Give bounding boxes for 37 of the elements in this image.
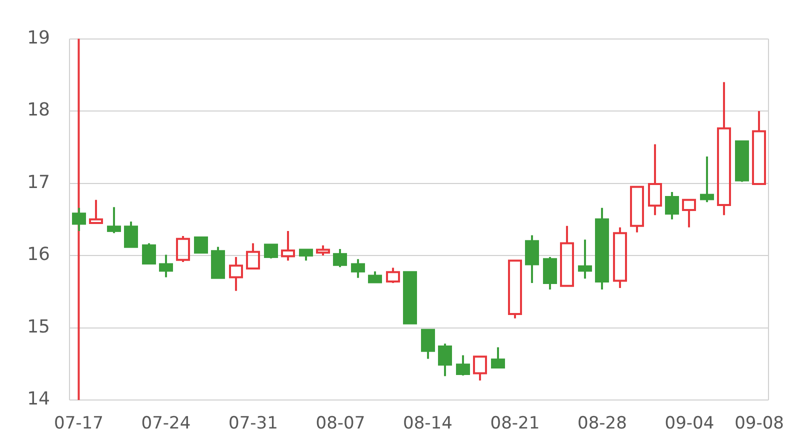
y-tick-label: 16 <box>27 244 50 266</box>
x-tick-label: 07-24 <box>141 414 191 434</box>
candlestick <box>648 143 662 216</box>
candlestick <box>281 230 295 262</box>
x-tick-label: 07-31 <box>228 414 278 434</box>
x-tick-label: 08-14 <box>403 414 452 434</box>
candlestick <box>717 81 731 216</box>
x-tick-label: 09-08 <box>734 414 784 434</box>
x-tick-label: 07-17 <box>54 414 104 434</box>
y-tick-label: 15 <box>27 316 50 338</box>
candlestick <box>700 156 714 204</box>
candlestick <box>456 354 470 376</box>
candlestick <box>491 346 505 368</box>
candlestick <box>682 198 696 228</box>
y-tick-label: 17 <box>27 172 50 193</box>
y-tick-label: 19 <box>27 27 50 48</box>
candlestick <box>438 342 452 378</box>
candlestick <box>525 234 539 284</box>
candlestick <box>613 226 627 290</box>
candlestick <box>578 238 592 280</box>
candlestick <box>665 190 679 220</box>
candlestick <box>89 198 103 224</box>
candlestick <box>351 258 365 279</box>
y-tick-label: 18 <box>27 100 50 121</box>
candlestick <box>560 224 574 287</box>
x-tick-label: 08-21 <box>490 414 540 434</box>
candlestick <box>72 206 86 232</box>
x-tick-label: 08-28 <box>578 414 627 434</box>
candlestick <box>229 256 243 292</box>
x-tick-label: 08-07 <box>316 414 366 434</box>
candlestick <box>595 206 609 290</box>
y-tick-label: 14 <box>27 388 50 410</box>
x-tick-label: 09-04 <box>664 414 714 434</box>
candlestick <box>159 254 173 278</box>
candlestick <box>107 206 121 234</box>
candlestick <box>246 242 260 270</box>
candlestick <box>752 110 766 186</box>
